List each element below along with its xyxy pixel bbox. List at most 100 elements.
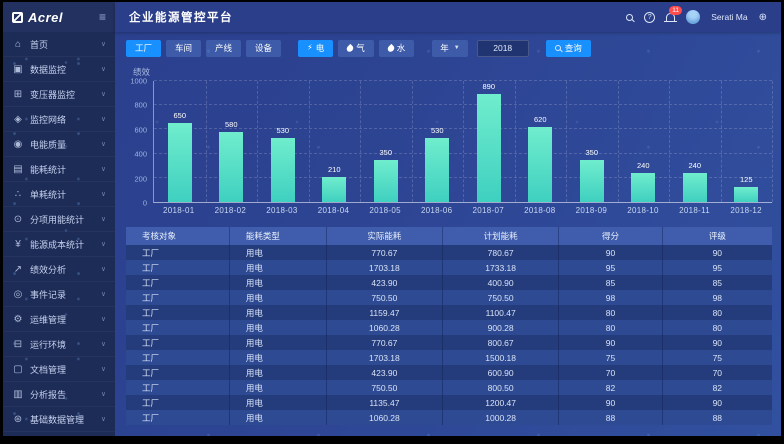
table-row[interactable]: 工厂 用电 1135.47 1200.47 90 90 bbox=[126, 395, 772, 410]
bar-2018-08[interactable]: 620 bbox=[515, 81, 567, 202]
sidebar-item-document-management[interactable]: ▢ 文档管理 ∨ bbox=[3, 357, 115, 382]
x-tick-label: 2018-05 bbox=[369, 206, 401, 215]
gridline-horizontal bbox=[154, 104, 772, 106]
table-cell: 1100.47 bbox=[442, 305, 560, 320]
menu-toggle-icon[interactable]: ≡ bbox=[98, 10, 106, 24]
sidebar-item-running-environment[interactable]: ⊟ 运行环境 ∨ bbox=[3, 332, 115, 357]
energy-tab-flame[interactable]: 气 bbox=[338, 39, 374, 57]
scope-tab-产线[interactable]: 产线 bbox=[206, 39, 242, 57]
y-tick-label: 400 bbox=[134, 149, 147, 159]
avatar[interactable] bbox=[686, 10, 701, 24]
bar-2018-11[interactable]: 240 bbox=[669, 81, 721, 202]
table-cell: 1060.28 bbox=[326, 410, 444, 425]
table-row[interactable]: 工厂 用电 1060.28 1000.28 88 88 bbox=[126, 410, 772, 425]
sidebar-item-monitor-network[interactable]: ◈ 监控网络 ∨ bbox=[3, 107, 115, 132]
gridline-vertical bbox=[720, 81, 722, 202]
table-cell: 1060.28 bbox=[326, 320, 444, 335]
search-icon bbox=[554, 45, 561, 51]
logo[interactable]: Acrel ≡ bbox=[3, 2, 115, 32]
sidebar-item-transformer-monitor[interactable]: ⊞ 变压器监控 ∨ bbox=[3, 82, 115, 107]
energy-tab-bolt[interactable]: ⚡ 电 bbox=[298, 39, 334, 57]
query-button[interactable]: 查询 bbox=[545, 39, 591, 57]
table-cell: 工厂 bbox=[126, 335, 230, 350]
table-row[interactable]: 工厂 用电 750.50 800.50 82 82 bbox=[126, 380, 772, 395]
bar-rect bbox=[734, 186, 759, 202]
chevron-down-icon: ∨ bbox=[100, 141, 106, 148]
sidebar-item-performance-analysis[interactable]: ↗ 绩效分析 ∨ bbox=[3, 257, 115, 282]
chevron-down-icon: ∨ bbox=[100, 316, 106, 323]
acrel-logo-icon bbox=[12, 11, 23, 23]
globe-icon[interactable]: ⊕ bbox=[758, 11, 767, 23]
column-header: 实际能耗 bbox=[326, 227, 444, 245]
sidebar-item-event-records[interactable]: ◎ 事件记录 ∨ bbox=[3, 282, 115, 307]
table-cell: 88 bbox=[558, 410, 663, 425]
gridline-vertical bbox=[669, 81, 670, 202]
sidebar-item-unit-consumption-stats[interactable]: ∴ 单耗统计 ∨ bbox=[3, 182, 115, 207]
bar-2018-04[interactable]: 210 bbox=[309, 81, 361, 202]
bar-rect bbox=[528, 126, 553, 202]
home-icon: ⌂ bbox=[14, 38, 22, 50]
table-row[interactable]: 工厂 用电 1703.18 1500.18 75 75 bbox=[126, 350, 772, 365]
sidebar-item-data-monitor[interactable]: ▣ 数据监控 ∨ bbox=[3, 57, 115, 82]
scope-tab-工厂[interactable]: 工厂 bbox=[126, 39, 162, 57]
bar-2018-09[interactable]: 350 bbox=[566, 81, 618, 202]
table-row[interactable]: 工厂 用电 1060.28 900.28 80 80 bbox=[126, 320, 772, 335]
sidebar-item-label: 电能质量 bbox=[30, 139, 67, 150]
table-cell: 800.50 bbox=[442, 380, 560, 395]
table-row[interactable]: 工厂 用电 770.67 780.67 90 90 bbox=[126, 245, 772, 260]
sidebar-item-operation-maintenance[interactable]: ⚙ 运维管理 ∨ bbox=[3, 307, 115, 332]
bar-2018-02[interactable]: 580 bbox=[206, 81, 258, 202]
chevron-down-icon: ∨ bbox=[100, 216, 106, 223]
sidebar-item-home[interactable]: ⌂ 首页 ∨ bbox=[3, 32, 115, 57]
bar-2018-01[interactable]: 650 bbox=[154, 81, 206, 202]
gridline-vertical bbox=[308, 81, 310, 202]
scope-tab-设备[interactable]: 设备 bbox=[246, 39, 282, 57]
table-cell: 75 bbox=[662, 350, 772, 365]
energy-tab-water-drop[interactable]: 水 bbox=[378, 39, 415, 57]
search-icon[interactable] bbox=[626, 13, 634, 21]
sidebar-item-power-quality[interactable]: ◉ 电能质量 ∨ bbox=[3, 132, 115, 157]
table-row[interactable]: 工厂 用电 423.90 600.90 70 70 bbox=[126, 365, 772, 380]
scope-tab-车间[interactable]: 车间 bbox=[166, 39, 202, 57]
table-cell: 1200.47 bbox=[442, 395, 560, 410]
column-header: 考核对象 bbox=[126, 227, 230, 245]
sidebar-item-label: 事件记录 bbox=[30, 289, 67, 300]
bar-2018-12[interactable]: 125 bbox=[721, 81, 773, 202]
bar-2018-05[interactable]: 350 bbox=[360, 81, 412, 202]
sidebar-item-label: 监控网络 bbox=[30, 114, 67, 125]
assessment-table: 考核对象 能耗类型 实际能耗 计划能耗 得分 评级 工厂 用电 770.67 780.67 90 9… bbox=[126, 227, 772, 425]
sidebar-item-label: 数据监控 bbox=[30, 64, 67, 75]
content: 工厂 车间 产线 设备 ⚡ 电气水 年 ▼ 2018 查询 绩效 0 200 400 600 8… bbox=[115, 32, 781, 436]
year-input[interactable]: 2018 bbox=[476, 39, 529, 57]
table-cell: 工厂 bbox=[126, 305, 230, 320]
data-monitor-icon: ▣ bbox=[13, 63, 23, 75]
sidebar-item-energy-consumption-stats[interactable]: ▤ 能耗统计 ∨ bbox=[3, 157, 115, 182]
table-cell: 用电 bbox=[229, 290, 327, 305]
table-row[interactable]: 工厂 用电 770.67 800.67 90 90 bbox=[126, 335, 772, 350]
table-row[interactable]: 工厂 用电 1159.47 1100.47 80 80 bbox=[126, 305, 772, 320]
sidebar-item-energy-cost-stats[interactable]: ¥ 能源成本统计 ∨ bbox=[3, 232, 115, 257]
bar-2018-06[interactable]: 530 bbox=[412, 81, 464, 202]
sidebar-item-subitem-energy-stats[interactable]: ⊙ 分项用能统计 ∨ bbox=[3, 207, 115, 232]
bar-2018-07[interactable]: 890 bbox=[463, 81, 515, 202]
bar-value-label: 350 bbox=[585, 147, 598, 157]
user-name[interactable]: Serati Ma bbox=[711, 12, 748, 22]
sidebar-item-basic-data-management[interactable]: ⊛ 基础数据管理 ∨ bbox=[3, 407, 115, 432]
period-select[interactable]: 年 ▼ bbox=[432, 39, 468, 57]
operation-maintenance-icon: ⚙ bbox=[13, 313, 23, 325]
notifications-button[interactable]: 11 bbox=[664, 6, 682, 22]
table-row[interactable]: 工厂 用电 750.50 750.50 98 98 bbox=[126, 290, 772, 305]
table-cell: 工厂 bbox=[126, 350, 230, 365]
x-tick-label: 2018-01 bbox=[163, 206, 195, 215]
table-row[interactable]: 工厂 用电 423.90 400.90 85 85 bbox=[126, 275, 772, 290]
gridline-vertical bbox=[360, 81, 361, 202]
bar-value-label: 620 bbox=[533, 114, 547, 124]
table-row[interactable]: 工厂 用电 1703.18 1733.18 95 95 bbox=[126, 260, 772, 275]
bar-value-label: 890 bbox=[482, 82, 495, 92]
power-quality-icon: ◉ bbox=[13, 138, 23, 150]
bar-2018-03[interactable]: 530 bbox=[257, 81, 309, 202]
bar-2018-10[interactable]: 240 bbox=[618, 81, 670, 202]
sidebar-item-analysis-report[interactable]: ▥ 分析报告 ∨ bbox=[3, 382, 115, 407]
help-icon[interactable]: ? bbox=[644, 11, 656, 23]
table-cell: 82 bbox=[662, 380, 772, 395]
